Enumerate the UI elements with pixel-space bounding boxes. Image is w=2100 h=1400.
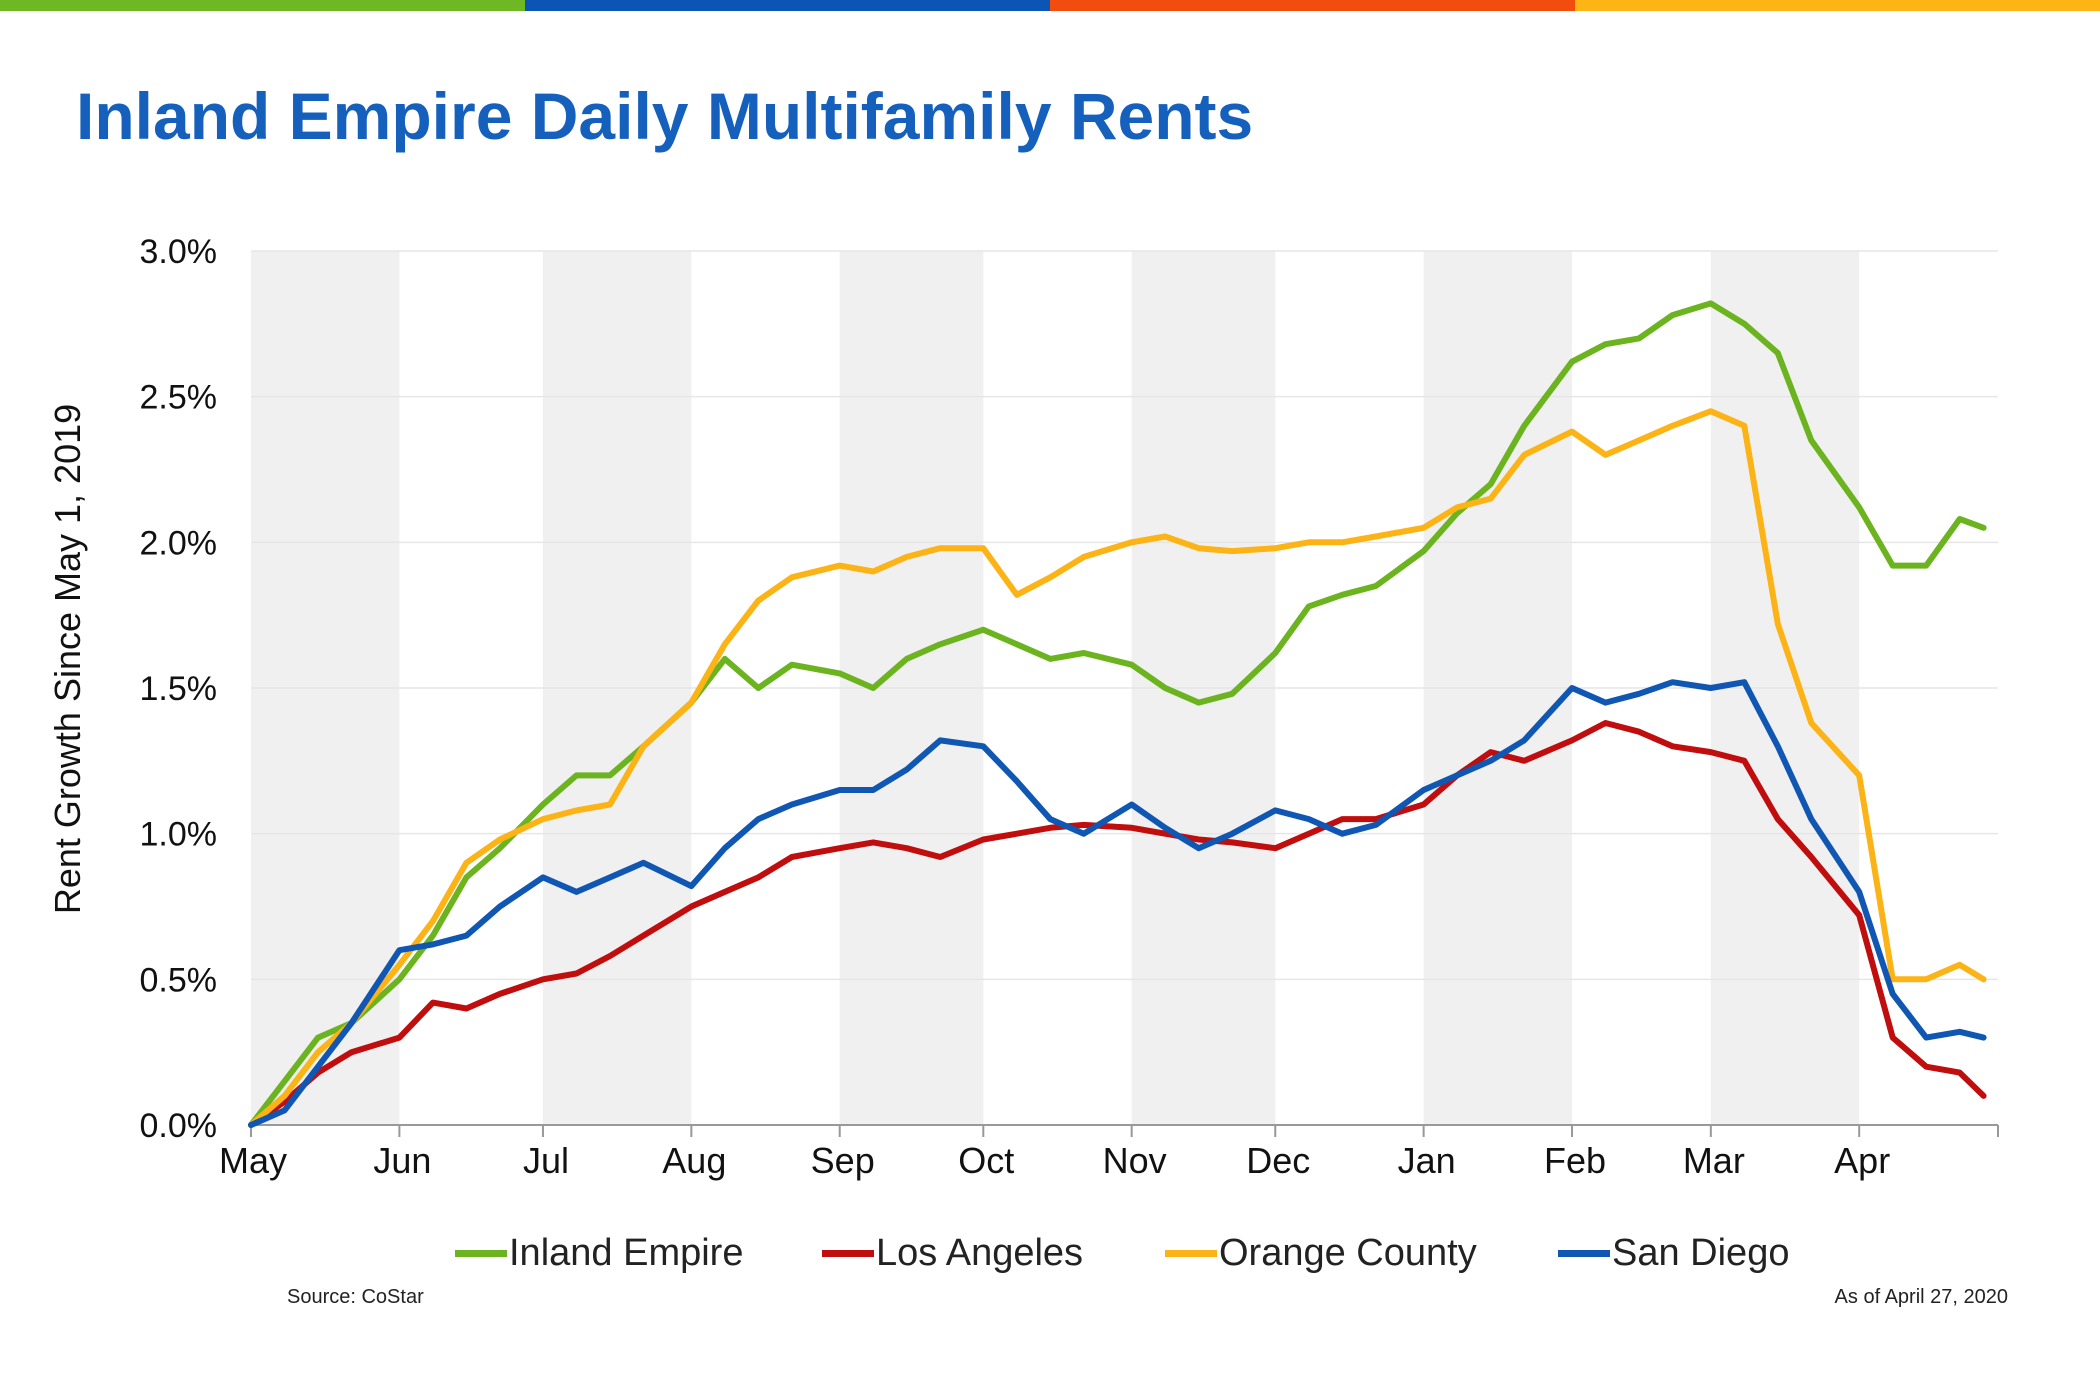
legend-swatch: [822, 1249, 874, 1257]
legend-item: San Diego: [1558, 1228, 1789, 1278]
y-tick-label: 2.5%: [140, 379, 218, 417]
y-tick-label: 1.5%: [140, 670, 218, 708]
top-bar-segment: [0, 0, 525, 11]
series-line-orange-county: [248, 408, 1987, 1128]
legend-item: Orange County: [1165, 1228, 1477, 1278]
legend-swatch: [1558, 1249, 1610, 1257]
x-tick-label: Feb: [1544, 1140, 1606, 1181]
y-tick-label: 1.0%: [140, 816, 218, 854]
x-tick-label: Apr: [1834, 1140, 1890, 1181]
y-tick-label: 3.0%: [140, 233, 218, 271]
x-tick-label: Jul: [523, 1140, 569, 1181]
x-tick-label: Nov: [1103, 1140, 1167, 1181]
series-line-los-angeles: [248, 720, 1987, 1128]
legend-item: Inland Empire: [455, 1228, 743, 1278]
x-tick-label: Sep: [811, 1140, 875, 1181]
top-bar-segment: [1575, 0, 2100, 11]
top-color-bar: [0, 0, 2100, 11]
x-tick-label: Jun: [373, 1140, 431, 1181]
source-note: Source: CoStar: [287, 1286, 424, 1308]
legend-label: Orange County: [1219, 1231, 1477, 1274]
x-tick-label: Oct: [958, 1140, 1014, 1181]
legend-item: Los Angeles: [822, 1228, 1083, 1278]
legend-swatch: [1165, 1249, 1217, 1257]
as-of-note: As of April 27, 2020: [1834, 1286, 2008, 1308]
x-tick-label: May: [219, 1140, 287, 1181]
series-line-inland-empire: [248, 300, 1987, 1128]
legend-swatch: [455, 1249, 507, 1257]
legend-label: San Diego: [1612, 1231, 1790, 1274]
x-tick-label: Aug: [662, 1140, 726, 1181]
y-tick-label: 0.5%: [140, 961, 218, 999]
legend-label: Los Angeles: [876, 1231, 1084, 1274]
x-tick-label: Mar: [1683, 1140, 1745, 1181]
top-bar-segment: [1050, 0, 1575, 11]
chart-legend: Inland Empire Los Angeles Orange County San…: [0, 1228, 2100, 1278]
y-axis-label: Rent Growth Since May 1, 2019: [47, 404, 88, 914]
y-tick-label: 0.0%: [140, 1107, 218, 1145]
top-bar-segment: [525, 0, 1050, 11]
series-line-san-diego: [248, 679, 1987, 1128]
y-tick-label: 2.0%: [140, 524, 218, 562]
page-title: Inland Empire Daily Multifamily Rents: [76, 79, 1254, 153]
x-tick-label: Dec: [1246, 1140, 1310, 1181]
legend-label: Inland Empire: [509, 1231, 744, 1274]
x-tick-label: Jan: [1398, 1140, 1456, 1181]
